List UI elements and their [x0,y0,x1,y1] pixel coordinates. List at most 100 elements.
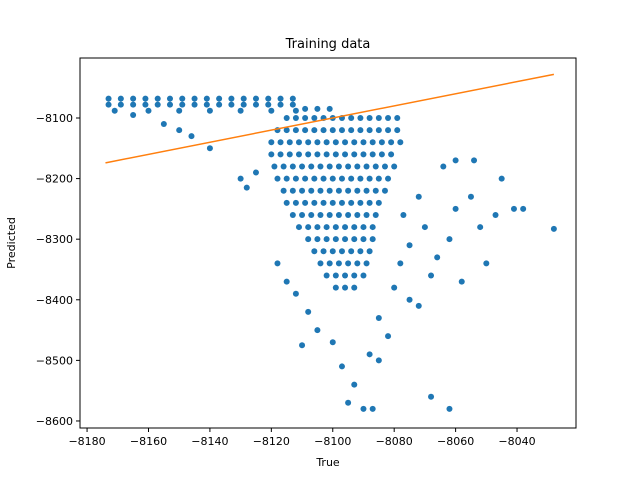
scatter-point [338,175,345,182]
scatter-point [216,101,223,108]
x-tick-label: −8100 [314,435,351,448]
scatter-point [191,95,198,102]
scatter-point [332,224,339,231]
scatter-point [308,187,315,194]
scatter-point [372,163,379,170]
scatter-point [357,248,364,255]
scatter-point [375,357,382,364]
scatter-point [338,127,345,134]
scatter-point [348,175,355,182]
scatter-point [142,95,149,102]
scatter-point [179,95,186,102]
scatter-point [351,284,358,291]
scatter-point [375,114,382,121]
scatter-point [520,205,527,212]
x-tick-label: −8140 [191,435,228,448]
scatter-point [237,175,244,182]
scatter-point [237,107,244,114]
scatter-point [317,187,324,194]
x-tick-label: −8160 [130,435,167,448]
scatter-point [311,248,318,255]
scatter-point [415,302,422,309]
scatter-point [477,224,484,231]
scatter-point [345,260,352,267]
scatter-point [154,101,161,108]
scatter-point [366,351,373,358]
scatter-point [292,290,299,297]
line [105,73,555,164]
scatter-point [228,101,235,108]
scatter-point [329,248,336,255]
scatter-point [268,139,275,146]
scatter-point [375,314,382,321]
scatter-point [351,236,358,243]
y-tick-label: −8500 [36,354,73,367]
scatter-point [397,260,404,267]
scatter-point [345,187,352,194]
y-tick-label: −8200 [36,173,73,186]
scatter-point [366,199,373,206]
scatter-point [277,139,284,146]
scatter-point [385,114,392,121]
scatter-point [360,236,367,243]
scatter-point [317,163,324,170]
scatter-point [240,101,247,108]
scatter-point [348,199,355,206]
scatter-point [283,127,290,134]
scatter-point [154,95,161,102]
scatter-point [329,199,336,206]
scatter-point [289,101,296,108]
x-tick-label: −8080 [376,435,413,448]
scatter-point [268,151,275,158]
scatter-point [351,139,358,146]
scatter-point [467,193,474,200]
scatter-point [428,393,435,400]
scatter-point [203,95,210,102]
scatter-point [252,169,259,176]
scatter-point [338,199,345,206]
scatter-point [351,272,358,279]
x-axis-label: True [315,456,340,469]
scatter-point [314,236,321,243]
scatter-point [335,211,342,218]
scatter-point [338,363,345,370]
scatter-point [314,327,321,334]
scatter-point [305,139,312,146]
scatter-point [295,139,302,146]
scatter-point [305,224,312,231]
scatter-point [348,114,355,121]
scatter-point [366,114,373,121]
scatter-point [369,405,376,412]
scatter-point [335,163,342,170]
scatter-point [302,175,309,182]
scatter-point [323,139,330,146]
scatter-point [289,211,296,218]
scatter-point [286,151,293,158]
scatter-point [265,95,272,102]
scatter-point [381,163,388,170]
scatter-point [286,139,293,146]
scatter-point [348,127,355,134]
scatter-point [314,151,321,158]
scatter-point [295,151,302,158]
scatter-point [308,211,315,218]
scatter-point [252,101,259,108]
scatter-point [289,187,296,194]
y-axis-label: Predicted [5,217,18,269]
scatter-point [228,95,235,102]
scatter-point [252,95,259,102]
scatter-point [354,211,361,218]
scatter-point [283,278,290,285]
scatter-point [314,224,321,231]
scatter-point [314,105,321,112]
scatter-point [320,127,327,134]
scatter-point [332,272,339,279]
scatter-point [326,163,333,170]
scatter-point [446,405,453,412]
scatter-point [283,175,290,182]
scatter-point [130,101,137,108]
scatter-point [357,114,364,121]
scatter-point [111,107,118,114]
scatter-point [394,127,401,134]
scatter-point [166,101,173,108]
